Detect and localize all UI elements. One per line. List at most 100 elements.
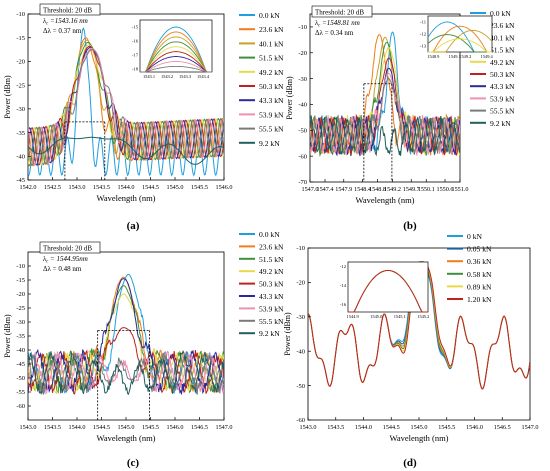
x-axis-label: Wavelength (nm) — [96, 193, 155, 203]
legend-label-c-6: 53.9 kN — [259, 304, 284, 313]
x-tick-label: 1548.4 — [354, 186, 371, 193]
x-tick-label: 1543.5 — [327, 424, 344, 431]
legend-label-a-1: 23.6 kN — [259, 25, 284, 34]
legend-label-c-5: 43.3 kN — [259, 292, 284, 301]
y-tick-label: -35 — [16, 130, 25, 137]
x-tick-label: 1544.0 — [355, 424, 372, 431]
series-line-b-8 — [310, 78, 460, 155]
x-tick-label: 1545.0 — [166, 184, 183, 191]
bandwidth-text: Δλ = 0.37 nm — [43, 27, 82, 35]
inset-series-a-8 — [140, 65, 212, 73]
center-wavelength-subscript: c — [46, 260, 49, 265]
inset-frame — [347, 261, 429, 313]
bandwidth-text: Δλ = 0.34 nm — [315, 29, 354, 37]
series-line-a-8 — [28, 49, 224, 167]
legend-label-b-9: 9.2 kN — [490, 119, 511, 128]
legend-label-d-3: 0.58 kN — [467, 270, 492, 279]
inset-series-b-4 — [428, 38, 492, 53]
series-line-c-7 — [28, 351, 224, 395]
legend-label-a-8: 55.5 kN — [259, 125, 284, 134]
x-tick-label: 1545.0 — [410, 424, 427, 431]
y-tick-label: -10 — [16, 11, 25, 18]
threshold-box — [39, 241, 101, 254]
y-tick-label: -50 — [298, 128, 307, 135]
x-tick-label: 1546.0 — [166, 424, 183, 431]
y-tick-label: -60 — [296, 417, 305, 424]
x-tick-label: 1543.0 — [19, 424, 36, 431]
y-tick-label: -40 — [296, 348, 305, 355]
x-tick-label: 1547.0 — [301, 186, 318, 193]
x-tick-label: 1545.5 — [142, 424, 159, 431]
inset-x-tick-label: 1549.2 — [459, 54, 471, 59]
legend-label-b-2: 40.1 kN — [490, 33, 515, 42]
inset-y-tick-label: -14 — [340, 283, 347, 288]
x-tick-label: 1544.0 — [68, 424, 85, 431]
legend-label-a-7: 53.9 kN — [259, 110, 284, 119]
legend-label-b-1: 23.6 kN — [490, 21, 515, 30]
x-tick-label: 1546.0 — [466, 424, 483, 431]
x-tick-label: 1550.1 — [418, 186, 435, 193]
inset-x-tick-label: 1543.1 — [143, 74, 155, 79]
series-line-b-6 — [310, 67, 460, 157]
legend-label-d-4: 0.89 kN — [467, 282, 492, 291]
y-tick-label: -25 — [16, 82, 25, 89]
inset-series-a-0 — [140, 26, 212, 73]
y-tick-label: -55 — [16, 389, 25, 396]
x-axis-label: Wavelength (nm) — [389, 433, 448, 443]
legend-label-d-1: 0.05 kN — [467, 245, 492, 254]
x-tick-label: 1543.0 — [68, 184, 85, 191]
inset-x-tick-label: 1545.2 — [417, 314, 429, 319]
legend-label-c-8: 9.2 kN — [259, 329, 280, 338]
x-tick-label: 1545.5 — [191, 184, 208, 191]
x-tick-label: 1546.5 — [191, 424, 208, 431]
center-wavelength-subscript: c — [318, 24, 321, 29]
inset-y-tick-label: -13 — [420, 44, 427, 49]
legend-label-c-0: 0.0 kN — [259, 230, 280, 239]
inset-a: 1543.1 1543.2 1543.3 1543.4 -15 -16 -17 -18 — [132, 19, 213, 79]
x-tick-label: 1550.6 — [436, 186, 453, 193]
inset-series-a-5 — [140, 51, 212, 73]
series-line-c-6 — [28, 350, 224, 395]
y-tick-label: -15 — [16, 35, 25, 42]
inset-series-a-3 — [140, 41, 212, 73]
y-tick-label: -50 — [16, 375, 25, 382]
inset-x-tick-label: 1543.4 — [197, 74, 210, 79]
threshold-box — [39, 3, 101, 16]
y-tick-label: -30 — [16, 319, 25, 326]
x-tick-label: 1545.0 — [117, 424, 134, 431]
y-tick-label: -40 — [16, 347, 25, 354]
y-tick-label: -25 — [16, 305, 25, 312]
y-axis-label: Power (dBm) — [3, 314, 12, 358]
inset-series-a-2 — [140, 36, 212, 73]
legend-label-b-7: 53.9 kN — [490, 94, 515, 103]
y-axis-label: Power (dBm) — [3, 75, 12, 119]
x-tick-label: 1545.5 — [438, 424, 455, 431]
inset-series-d-5 — [348, 270, 428, 313]
inset-frame — [427, 15, 493, 53]
x-tick-label: 1544.0 — [117, 184, 134, 191]
inset-x-tick-label: 1545.0 — [370, 314, 383, 319]
x-tick-label: 1542.5 — [44, 184, 61, 191]
legend-label-a-4: 49.2 kN — [259, 68, 284, 77]
series-line-a-7 — [28, 47, 224, 167]
panel-label-d: (d) — [403, 457, 417, 469]
x-tick-label: 1548.8 — [369, 186, 386, 193]
y-tick-label: -10 — [16, 263, 25, 270]
y-tick-label: -10 — [298, 24, 307, 31]
y-tick-label: -60 — [298, 153, 307, 160]
x-tick-label: 1544.5 — [93, 424, 110, 431]
inset-series-b-1 — [428, 25, 492, 53]
legend-label-d-5: 1.20 kN — [467, 295, 492, 304]
x-tick-label: 1547.9 — [335, 186, 352, 193]
x-tick-label: 1543.0 — [299, 424, 316, 431]
series-line-b-7 — [310, 72, 460, 156]
inset-x-tick-label: 1543.2 — [161, 74, 173, 79]
legend-label-d-0: 0 kN — [467, 232, 482, 241]
center-wavelength-value: = 1544.95nm — [48, 255, 88, 263]
inset-y-tick-label: -17 — [132, 53, 139, 58]
legend-label-a-5: 50.3 kN — [259, 82, 284, 91]
inset-y-tick-label: -15 — [132, 25, 139, 30]
